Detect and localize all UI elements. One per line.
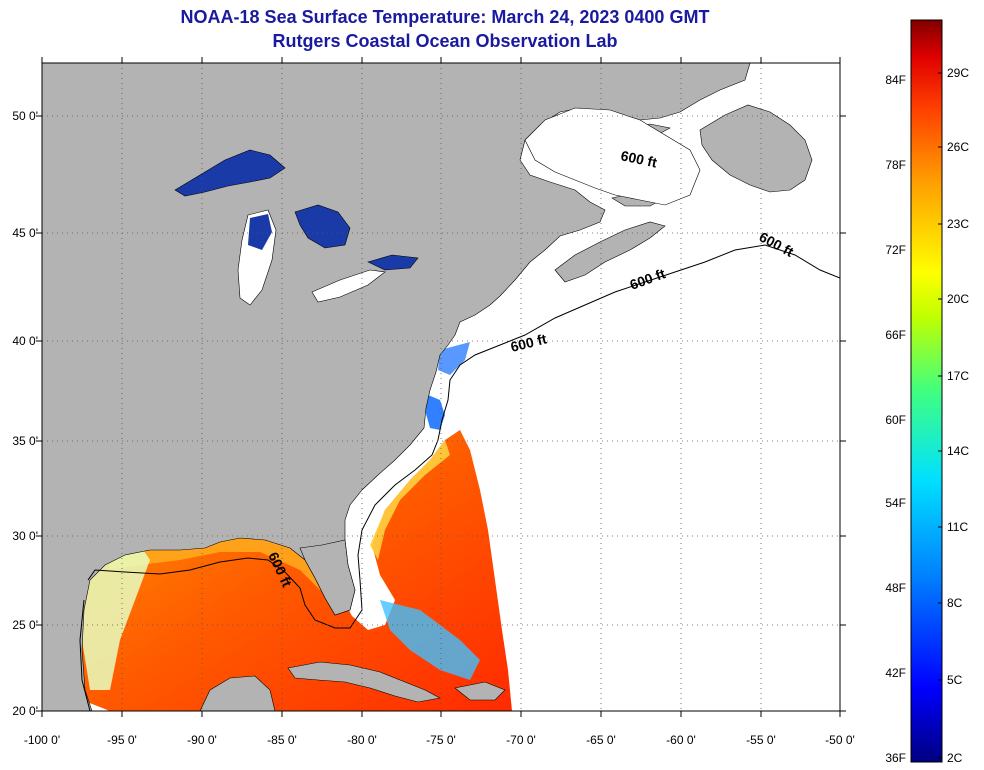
west-gulf-cloud-patch <box>82 545 150 690</box>
lake-erie <box>311 269 386 303</box>
map-title: NOAA-18 Sea Surface Temperature: March 2… <box>180 7 710 27</box>
latitude-label: 35 0' <box>12 434 38 448</box>
longitude-axis: -100 0' -95 0' -90 0' -85 0' -80 0' -75 0' -70… <box>24 733 855 747</box>
latitude-axis: 50 0' 45 0' 40 0' 35 0' 30 0' 25 0' 20 0' <box>12 109 38 718</box>
graticule <box>42 63 840 711</box>
gulf-of-st-lawrence <box>524 107 701 206</box>
colorbar-f-label: 42F <box>885 666 906 680</box>
mid-atlantic-cold-water <box>438 342 470 375</box>
colorbar-c-label: 14C <box>947 444 969 458</box>
latitude-label: 50 0' <box>12 109 38 123</box>
longitude-label: -70 0' <box>506 733 536 747</box>
contour-label: 600 ft <box>619 147 658 170</box>
florida-peninsula <box>299 539 356 616</box>
lake-michigan-cold-water <box>248 214 272 250</box>
latitude-label: 45 0' <box>12 226 38 240</box>
colorbar-c-label: 5C <box>947 673 963 687</box>
colorbar-c-label: 26C <box>947 140 969 154</box>
colorbar-celsius-labels: 29C 26C 23C 20C 17C 14C 11C 8C 5C 2C <box>938 66 969 765</box>
longitude-label: -95 0' <box>107 733 137 747</box>
hispaniola-land <box>454 681 506 701</box>
atlantic-coastal-band <box>370 440 450 560</box>
newfoundland-land <box>699 104 813 193</box>
colorbar-f-label: 72F <box>885 243 906 257</box>
latitude-label: 20 0' <box>12 704 38 718</box>
lake-huron <box>294 204 351 249</box>
lake-ontario <box>367 254 419 271</box>
depth-contour-600ft <box>87 244 840 629</box>
yucatan-land <box>199 675 276 711</box>
colorbar-fahrenheit-labels: 84F 78F 72F 66F 60F 54F 48F 42F 36F <box>885 73 906 765</box>
longitude-ticks <box>41 57 841 717</box>
cuba-land <box>287 661 441 703</box>
nova-scotia-land <box>554 221 666 283</box>
longitude-label: -85 0' <box>267 733 297 747</box>
colorbar-f-label: 66F <box>885 328 906 342</box>
map-subtitle: Rutgers Coastal Ocean Observation Lab <box>272 31 618 51</box>
latitude-label: 30 0' <box>12 529 38 543</box>
colorbar-c-label: 17C <box>947 369 969 383</box>
colorbar-f-label: 36F <box>885 751 906 765</box>
longitude-label: -60 0' <box>666 733 696 747</box>
colorbar-c-label: 11C <box>947 520 968 534</box>
colorbar-c-label: 20C <box>947 292 969 306</box>
colorbar-c-label: 29C <box>947 66 969 80</box>
longitude-label: -75 0' <box>426 733 456 747</box>
colorbar-f-label: 60F <box>885 413 906 427</box>
latitude-label: 40 0' <box>12 334 38 348</box>
colorbar-f-label: 54F <box>885 496 906 510</box>
longitude-label: -90 0' <box>187 733 217 747</box>
latitude-label: 25 0' <box>12 618 38 632</box>
depth-contour-600ft-gulf <box>79 599 91 711</box>
latitude-ticks <box>36 115 846 712</box>
longitude-label: -65 0' <box>586 733 616 747</box>
colorbar-c-label: 8C <box>947 596 963 610</box>
longitude-label: -55 0' <box>746 733 776 747</box>
colorbar-f-label: 48F <box>885 581 906 595</box>
north-america-landmass <box>42 63 751 711</box>
colorbar <box>910 19 943 763</box>
colorbar-f-label: 78F <box>885 158 906 172</box>
chesapeake-cold-water <box>425 395 445 430</box>
longitude-label: -80 0' <box>347 733 377 747</box>
colorbar-f-label: 84F <box>885 73 906 87</box>
lake-superior <box>174 149 286 197</box>
colorbar-c-label: 23C <box>947 217 969 231</box>
longitude-label: -50 0' <box>825 733 855 747</box>
colorbar-c-label: 2C <box>947 751 963 765</box>
longitude-label: -100 0' <box>24 733 60 747</box>
bahamas-shallow-water <box>380 600 480 680</box>
